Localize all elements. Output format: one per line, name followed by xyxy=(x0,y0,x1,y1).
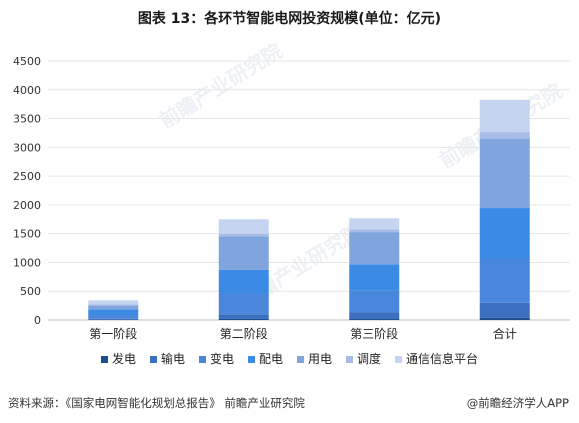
y-tick-label: 1500 xyxy=(13,228,41,241)
legend-label: 用电 xyxy=(308,352,332,366)
x-tick-label: 第一阶段 xyxy=(89,326,137,341)
bar-segment xyxy=(479,302,530,318)
bar-segment xyxy=(218,314,269,319)
bar-segment xyxy=(88,309,139,316)
x-tick-label: 第三阶段 xyxy=(350,326,398,341)
bar-segment xyxy=(349,312,400,320)
y-tick-label: 3000 xyxy=(13,141,41,154)
legend-swatch xyxy=(346,356,353,363)
bar-segment xyxy=(88,305,139,310)
bar-segment xyxy=(349,218,400,230)
bar-segment xyxy=(349,232,400,265)
bar-segment xyxy=(218,292,269,315)
chart-title: 图表 13：各环节智能电网投资规模(单位：亿元) xyxy=(137,11,442,27)
y-tick-label: 2500 xyxy=(13,170,41,183)
bar-segment xyxy=(218,219,269,234)
y-tick-label: 1000 xyxy=(13,256,41,269)
bar-segment xyxy=(218,236,269,270)
y-tick-label: 4000 xyxy=(13,84,41,97)
legend-label: 输电 xyxy=(161,351,185,366)
legend-swatch xyxy=(101,356,108,363)
legend-label: 调度 xyxy=(357,351,381,366)
y-tick-label: 500 xyxy=(20,285,41,298)
legend-swatch xyxy=(150,356,157,363)
y-tick-label: 4500 xyxy=(13,55,41,68)
y-tick-label: 2000 xyxy=(13,199,41,212)
brand-credit: @前瞻经济学人APP xyxy=(466,396,569,410)
legend-label: 发电 xyxy=(112,351,136,366)
x-tick-label: 合计 xyxy=(493,326,517,341)
legend-swatch xyxy=(199,356,206,363)
bar-segment xyxy=(349,264,400,291)
bar-segment xyxy=(88,318,139,320)
bar-segment xyxy=(479,317,530,320)
bar-segment xyxy=(479,138,530,209)
x-tick-label: 第二阶段 xyxy=(220,326,268,341)
bar-segment xyxy=(349,229,400,233)
y-tick-label: 3500 xyxy=(13,113,41,126)
legend-swatch xyxy=(248,356,255,363)
bar-segment xyxy=(88,304,139,306)
bar-segment xyxy=(349,290,400,313)
y-tick-label: 0 xyxy=(34,314,41,327)
source-note: 资料来源：《国家电网智能化规划总报告》 前瞻产业研究院 xyxy=(8,396,305,410)
bar-segment xyxy=(479,208,530,259)
stacked-bar-chart: 0 500 1000 1500 2000 2500 3000 3500 4000 4500 第一阶段… xyxy=(13,55,570,366)
bar-segment xyxy=(479,132,530,139)
bar-segment xyxy=(479,99,530,133)
bar-segment xyxy=(218,233,269,237)
bar-segment xyxy=(349,319,400,320)
legend-label: 通信信息平台 xyxy=(406,351,478,366)
bar-segment xyxy=(218,318,269,320)
bar-segment xyxy=(88,315,139,319)
bar-segment xyxy=(218,269,269,293)
legend-swatch xyxy=(395,356,402,363)
bar-segment xyxy=(479,258,530,303)
legend-label: 配电 xyxy=(259,352,283,366)
bar-segment xyxy=(88,300,139,305)
legend-swatch xyxy=(297,356,304,363)
legend-label: 变电 xyxy=(210,351,234,366)
